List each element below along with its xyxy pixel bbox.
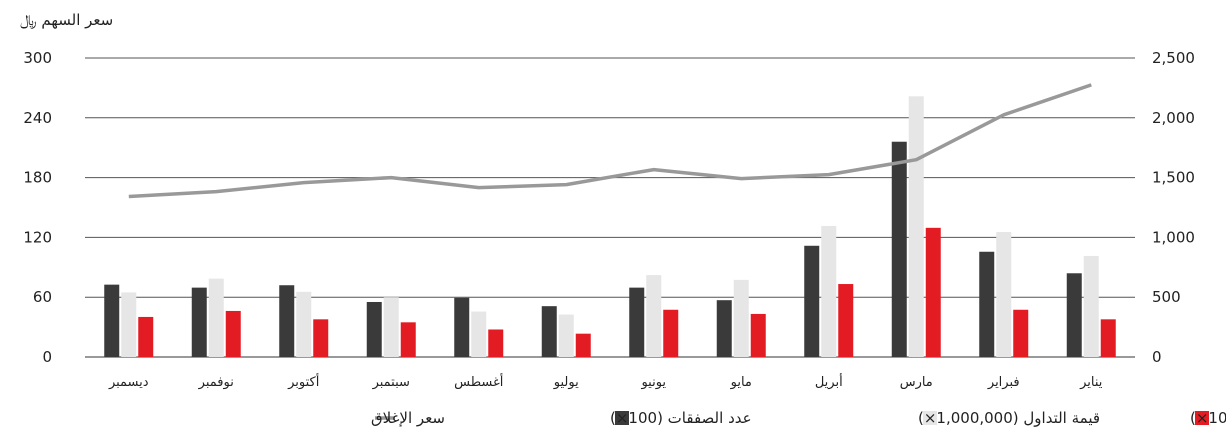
category-label: مايو	[730, 375, 752, 390]
bar	[908, 96, 924, 357]
bar	[1066, 273, 1082, 357]
bar	[979, 251, 995, 357]
left-tick-label: 240	[23, 109, 52, 127]
category-label: سبتمبر	[372, 375, 410, 390]
x-axis: ديسمبر نوفمبر أكتوبر سبتمبر أغسطس يوليو يونيو م…	[108, 373, 1103, 390]
bar	[138, 316, 154, 357]
bar	[804, 245, 820, 357]
left-tick-label: 60	[33, 288, 52, 306]
bar	[821, 226, 837, 357]
bar	[104, 284, 120, 357]
bar	[558, 314, 574, 357]
legend: حجم التداول (10,000×) قيمة التداول (1,000…	[371, 409, 1226, 427]
category-label: أبريل	[815, 373, 843, 390]
category-label: يوليو	[553, 375, 579, 390]
right-tick-label: 0	[1152, 348, 1162, 366]
bar	[208, 278, 224, 357]
price-line	[128, 83, 1092, 199]
bar	[541, 306, 557, 357]
bar	[454, 297, 470, 357]
bar	[121, 292, 137, 357]
bar	[733, 279, 749, 357]
right-tick-label: 1,000	[1152, 228, 1195, 246]
legend-marker	[615, 411, 629, 425]
legend-label: سعر الإغلاق	[371, 409, 445, 427]
bar	[1100, 319, 1116, 357]
category-label: مارس	[900, 375, 933, 390]
right-tick-label: 2,000	[1152, 109, 1195, 127]
legend-label: عدد الصفقات (100×)	[610, 409, 752, 427]
legend-label: قيمة التداول (1,000,000×)	[918, 409, 1100, 427]
bar	[1083, 255, 1099, 357]
bar	[488, 329, 504, 357]
category-label: ديسمبر	[108, 375, 149, 390]
bar	[996, 232, 1012, 357]
bar	[838, 284, 854, 357]
legend-label: حجم التداول (10,000×)	[1190, 409, 1226, 427]
left-tick-label: 120	[23, 228, 52, 246]
bar	[925, 227, 941, 357]
category-label: فبراير	[987, 375, 1020, 390]
bar	[891, 141, 907, 357]
bar	[383, 297, 399, 357]
category-label: نوفمبر	[198, 375, 234, 390]
bar	[279, 285, 295, 357]
right-tick-label: 500	[1152, 288, 1181, 306]
right-axis: 0 500 1,000 1,500 2,000 2,500	[1152, 49, 1195, 366]
left-axis: 0 60 120 180 240 300	[23, 49, 52, 366]
bar	[750, 313, 766, 357]
left-tick-label: 300	[23, 49, 52, 67]
legend-marker	[923, 411, 937, 425]
gridlines	[85, 57, 1135, 358]
legend-marker	[1195, 411, 1209, 425]
category-label: يناير	[1079, 375, 1103, 390]
bar	[296, 291, 312, 357]
category-label: يونيو	[640, 375, 666, 390]
bar	[575, 333, 591, 357]
bar	[471, 311, 487, 357]
bar	[191, 287, 207, 357]
bar	[1013, 309, 1029, 357]
bar	[366, 301, 382, 357]
category-label: أكتوبر	[287, 373, 319, 390]
bar	[629, 287, 645, 357]
left-tick-label: 180	[23, 169, 52, 187]
bar	[646, 275, 662, 357]
right-tick-label: 2,500	[1152, 49, 1195, 67]
bar	[313, 319, 329, 357]
bar	[663, 309, 679, 357]
bar	[716, 300, 732, 357]
right-tick-label: 1,500	[1152, 169, 1195, 187]
bar	[225, 310, 241, 357]
bar	[400, 322, 416, 357]
series-line	[128, 83, 1092, 199]
category-label: أغسطس	[454, 373, 503, 390]
chart-title: سعر السهم ﷼	[20, 11, 113, 30]
bars	[104, 96, 1116, 357]
left-tick-label: 0	[42, 348, 52, 366]
